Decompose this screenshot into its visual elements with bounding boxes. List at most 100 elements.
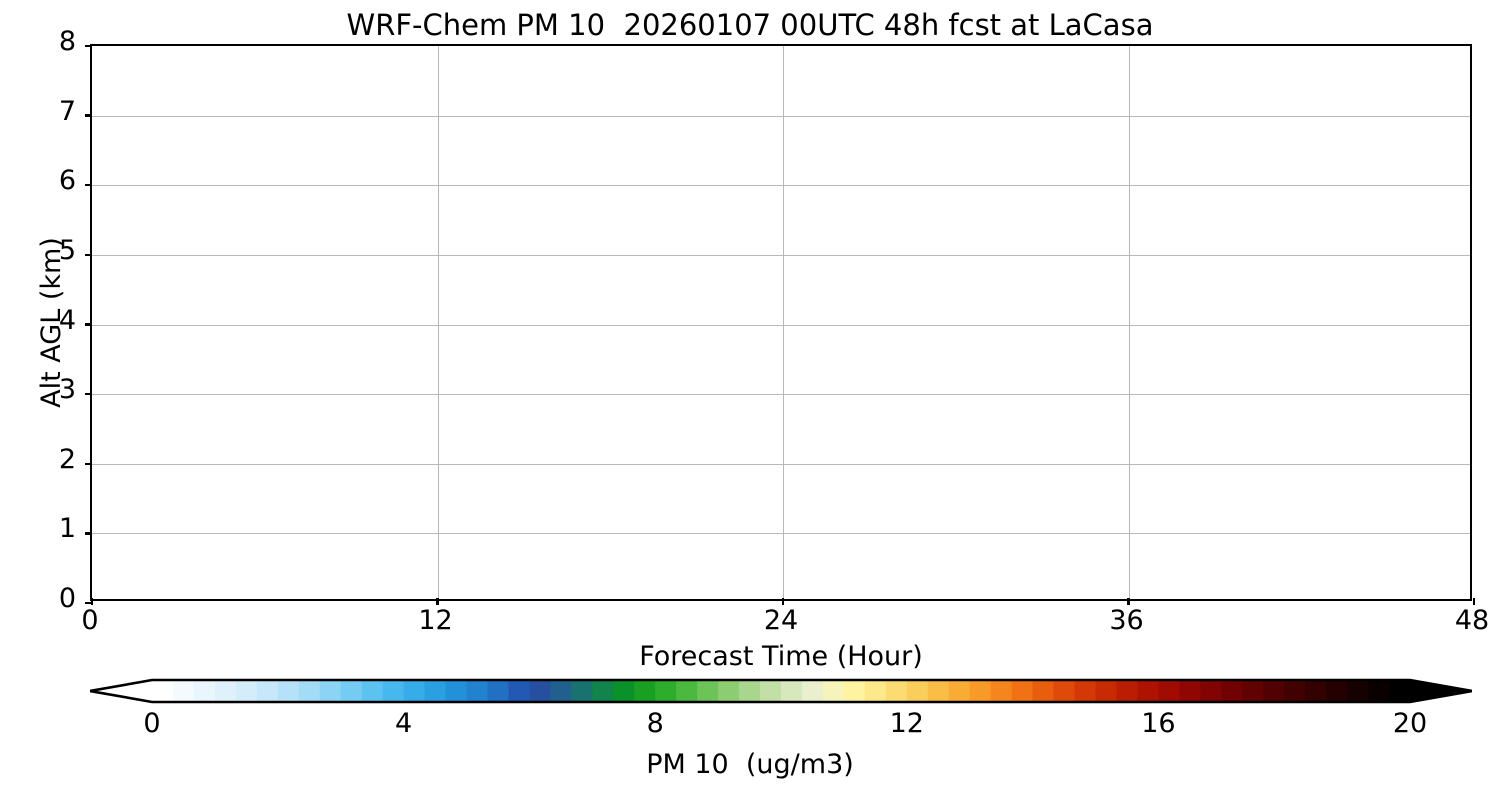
colorbar-band	[487, 680, 510, 702]
colorbar-outline	[90, 678, 1472, 704]
colorbar-band	[298, 680, 321, 702]
gridline-horizontal	[92, 533, 1470, 535]
colorbar-tick-label: 8	[646, 708, 664, 739]
y-axis-tick-mark	[85, 184, 92, 187]
colorbar-gradient	[90, 678, 1472, 704]
colorbar-band	[927, 680, 950, 702]
colorbar-band	[508, 680, 530, 702]
colorbar-band	[1368, 680, 1390, 702]
gridline-vertical	[783, 46, 784, 599]
y-axis-tick-label: 6	[58, 165, 76, 197]
colorbar-band	[613, 680, 635, 702]
colorbar-band	[1179, 680, 1201, 702]
colorbar-band	[319, 680, 342, 702]
colorbar	[90, 678, 1472, 704]
colorbar-tick-label: 0	[143, 708, 161, 739]
colorbar-band	[885, 680, 908, 702]
x-axis-tick-mark	[436, 598, 439, 606]
plot-area	[85, 44, 1476, 606]
colorbar-band	[214, 680, 237, 702]
colorbar-band	[382, 680, 405, 702]
x-axis-tick-mark	[1127, 598, 1130, 606]
colorbar-band	[697, 680, 719, 702]
colorbar-band	[1053, 680, 1076, 702]
colorbar-band	[1347, 680, 1369, 702]
colorbar-band	[424, 680, 447, 702]
colorbar-band	[843, 680, 866, 702]
colorbar-tick-labels: 0 4 8 12 16 20	[90, 708, 1472, 742]
colorbar-band	[550, 680, 572, 702]
colorbar-band	[445, 680, 468, 702]
y-axis-tick-mark	[85, 253, 92, 257]
gridline-horizontal	[92, 463, 1470, 465]
colorbar-band	[781, 680, 803, 702]
y-axis-label: Alt AGL (km)	[36, 237, 67, 408]
colorbar-band	[235, 680, 258, 702]
y-axis-tick-label: 1	[58, 513, 76, 545]
x-axis-tick-label: 48	[1454, 605, 1490, 636]
colorbar-band	[718, 680, 740, 702]
colorbar-band	[256, 680, 279, 702]
x-axis-tick-mark	[781, 598, 785, 606]
colorbar-band	[361, 680, 384, 702]
y-axis-tick-label: 0	[58, 583, 76, 614]
colorbar-band	[655, 680, 677, 702]
colorbar-band	[676, 680, 698, 702]
gridline-horizontal	[92, 115, 1470, 117]
colorbar-band	[634, 680, 656, 702]
colorbar-band	[1284, 680, 1306, 702]
page-title: WRF-Chem PM 10 20260107 00UTC 48h fcst a…	[346, 8, 1154, 42]
colorbar-band	[948, 680, 971, 702]
colorbar-band	[1011, 680, 1034, 702]
y-axis-tick-mark	[85, 114, 92, 117]
x-axis-tick-mark	[90, 598, 94, 606]
x-axis-tick-label: 36	[1109, 605, 1144, 636]
colorbar-label: PM 10 (ug/m3)	[646, 749, 854, 780]
y-axis-tick-label: 3	[58, 374, 76, 406]
colorbar-band	[969, 680, 992, 702]
colorbar-band	[760, 680, 782, 702]
colorbar-band	[822, 680, 845, 702]
colorbar-band	[340, 680, 363, 702]
x-axis-tick-label: 12	[418, 605, 453, 636]
y-axis-tick-label: 8	[58, 26, 76, 57]
y-axis-tick-mark	[85, 601, 92, 605]
gridline-horizontal	[92, 394, 1470, 396]
colorbar-band	[1305, 680, 1327, 702]
colorbar-band	[529, 680, 551, 702]
colorbar-band	[403, 680, 426, 702]
y-axis-tick-label: 2	[58, 443, 76, 475]
colorbar-band	[1095, 680, 1118, 702]
colorbar-band	[801, 680, 824, 702]
colorbar-band	[1158, 680, 1180, 702]
y-axis-tick-mark	[85, 392, 92, 396]
y-axis-tick-mark	[85, 44, 92, 48]
gridline-vertical	[437, 46, 439, 599]
gridline-horizontal	[92, 254, 1470, 256]
colorbar-band	[1389, 680, 1411, 702]
colorbar-band	[1116, 680, 1139, 702]
colorbar-band	[592, 680, 614, 702]
colorbar-band	[152, 680, 174, 702]
colorbar-band	[906, 680, 929, 702]
colorbar-band	[739, 680, 761, 702]
gridline-horizontal	[92, 324, 1470, 326]
colorbar-band	[1242, 680, 1264, 702]
y-axis-tick-label: 7	[58, 95, 76, 127]
colorbar-band	[277, 680, 300, 702]
colorbar-band	[172, 680, 195, 702]
colorbar-band	[1200, 680, 1222, 702]
colorbar-extend-max	[1410, 680, 1472, 702]
y-axis-tick-mark	[85, 323, 92, 326]
colorbar-tick-label: 16	[1141, 708, 1176, 739]
colorbar-tick-label: 20	[1392, 708, 1428, 739]
colorbar-band	[1263, 680, 1285, 702]
y-axis-tick-label: 4	[58, 304, 76, 336]
gridline-horizontal	[92, 185, 1470, 187]
y-axis-tick-mark	[85, 462, 92, 465]
colorbar-band	[1074, 680, 1097, 702]
colorbar-band	[1326, 680, 1348, 702]
colorbar-tick-label: 4	[395, 708, 413, 739]
colorbar-band	[466, 680, 489, 702]
colorbar-band	[193, 680, 216, 702]
